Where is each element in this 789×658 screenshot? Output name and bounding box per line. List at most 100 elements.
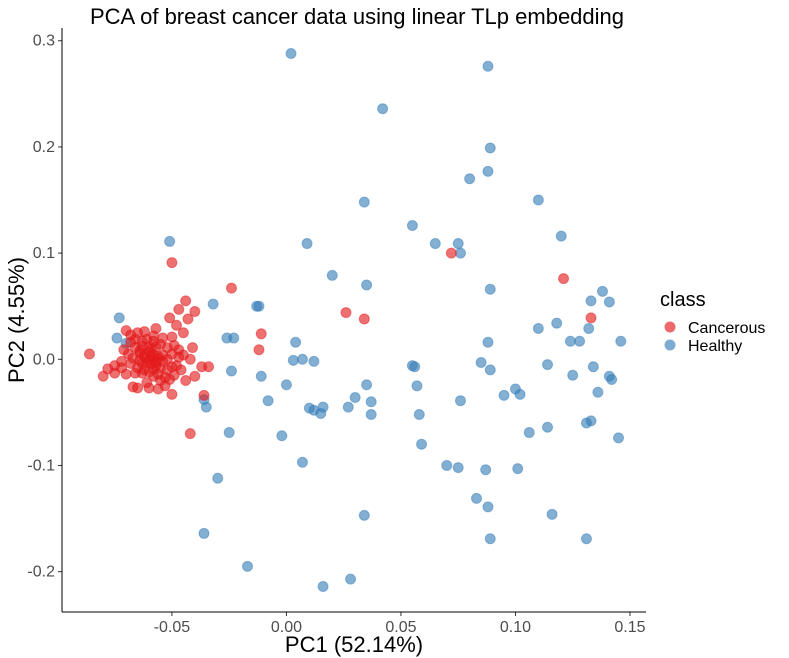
point-healthy [480,464,492,476]
scatter-points [83,47,627,593]
legend-key-healthy [664,339,676,351]
point-cancerous [148,330,160,342]
point-healthy [287,354,299,366]
y-axis-title: PC2 (4.55%) [4,257,29,383]
point-healthy [207,298,219,310]
point-healthy [228,332,240,344]
point-cancerous [166,257,178,269]
point-cancerous [180,295,192,307]
point-healthy [358,509,370,521]
point-healthy [580,533,592,545]
point-cancerous [173,303,185,315]
point-healthy [596,285,608,297]
point-cancerous [225,282,237,294]
point-healthy [429,238,441,250]
point-healthy [349,392,361,404]
point-healthy [262,395,274,407]
point-cancerous [109,367,121,379]
point-healthy [212,472,224,484]
point-healthy [365,396,377,408]
x-tick-label: -0.05 [154,619,191,636]
point-cancerous [189,306,201,318]
point-healthy [242,560,254,572]
point-healthy [452,462,464,474]
point-healthy [546,508,558,520]
point-healthy [198,527,210,539]
point-healthy [603,296,615,308]
point-healthy [542,421,554,433]
point-healthy [253,300,265,312]
point-cancerous [358,313,370,325]
point-healthy [317,581,329,593]
point-healthy [223,427,235,439]
point-cancerous [143,382,155,394]
x-tick-label: 0.15 [614,619,645,636]
point-healthy [615,335,627,347]
point-healthy [482,60,494,72]
point-healthy [564,335,576,347]
point-healthy [285,47,297,59]
point-healthy [471,492,483,504]
point-healthy [345,573,357,585]
point-healthy [342,401,354,413]
point-healthy [498,389,510,401]
point-healthy [296,456,308,468]
point-healthy [475,356,487,368]
point-cancerous [340,307,352,319]
point-healthy [225,365,237,377]
point-cancerous [177,327,189,339]
point-healthy [484,283,496,295]
point-healthy [303,402,315,414]
y-tick-label: 0.0 [33,351,55,368]
point-healthy [113,312,125,324]
point-cancerous [173,344,185,356]
point-cancerous [120,325,132,337]
point-cancerous [182,313,194,325]
point-healthy [484,364,496,376]
point-cancerous [161,353,173,365]
point-healthy [411,380,423,392]
y-axis-ticks: -0.2 -0.1 0.0 0.1 0.2 0.3 [27,33,62,581]
x-axis-title: PC1 (52.14%) [285,632,423,657]
point-cancerous [164,312,176,324]
legend: class Cancerous Healthy [660,289,765,355]
point-cancerous [187,342,199,354]
point-healthy [361,379,373,391]
point-healthy [255,370,267,382]
point-cancerous [585,312,597,324]
point-healthy [555,230,567,242]
legend-title: class [660,289,706,311]
point-cancerous [136,358,148,370]
y-tick-label: 0.3 [33,33,55,50]
point-cancerous [134,347,146,359]
point-cancerous [127,381,139,393]
point-cancerous [171,319,183,331]
point-cancerous [189,370,201,382]
x-tick-label: 0.10 [500,619,531,636]
point-healthy [406,219,418,231]
point-cancerous [166,388,178,400]
point-cancerous [83,348,95,360]
point-healthy [512,463,524,475]
point-healthy [164,235,176,247]
y-tick-label: -0.1 [27,457,55,474]
point-healthy [416,438,428,450]
point-healthy [276,430,288,442]
point-healthy [585,295,597,307]
point-healthy [482,336,494,348]
point-healthy [452,238,464,250]
point-cancerous [145,350,157,362]
point-healthy [308,355,320,367]
point-healthy [484,533,496,545]
point-healthy [551,317,563,329]
point-healthy [587,361,599,373]
point-healthy [296,353,308,365]
point-healthy [377,103,389,115]
point-healthy [484,142,496,154]
point-healthy [464,173,476,185]
point-healthy [409,361,421,373]
point-healthy [111,332,123,344]
point-healthy [592,386,604,398]
point-healthy [532,194,544,206]
x-tick-label: 0.05 [385,619,416,636]
